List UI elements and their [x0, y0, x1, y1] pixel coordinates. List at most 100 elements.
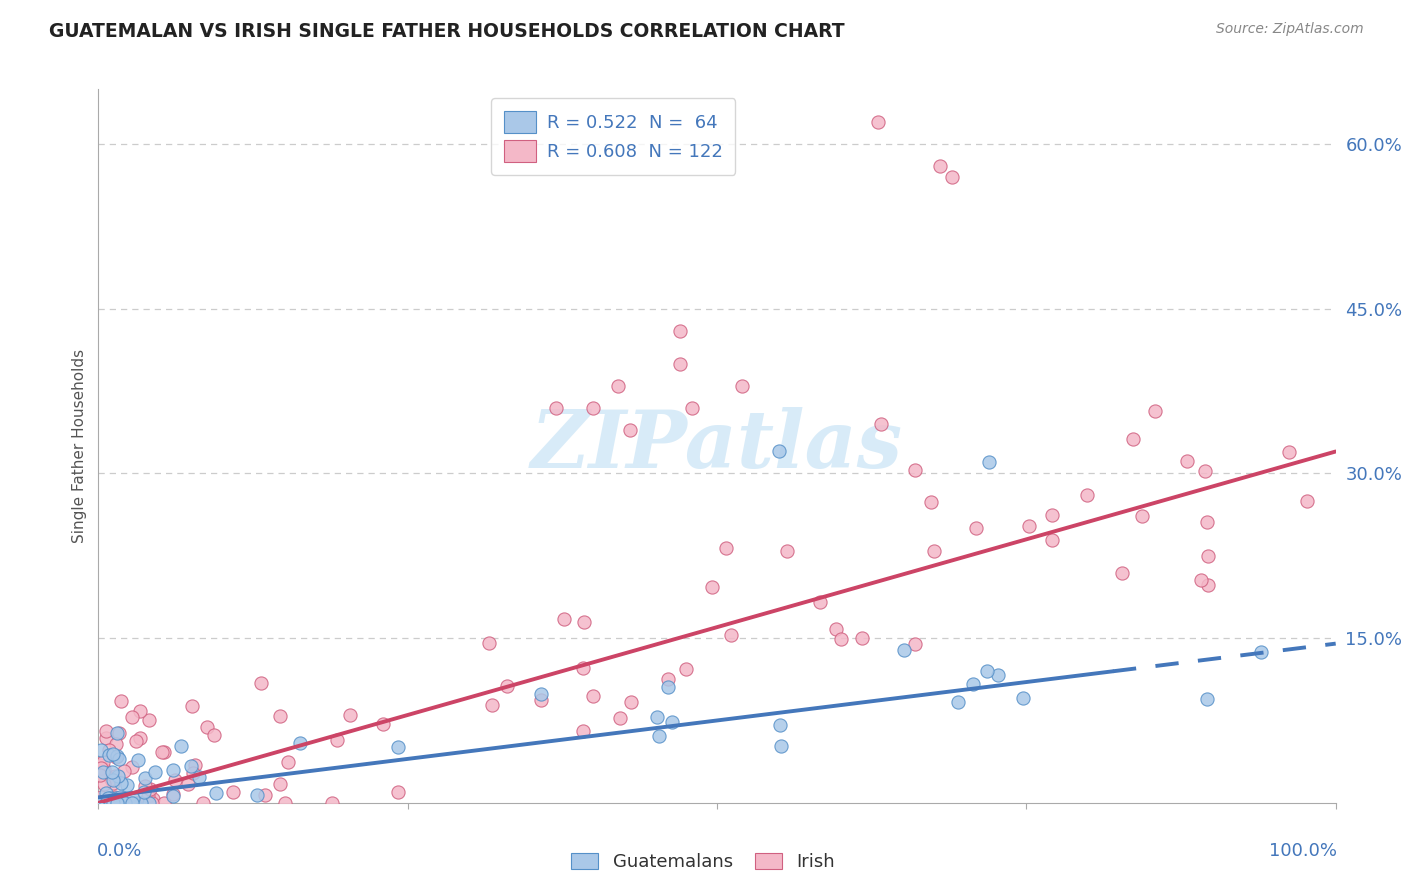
Point — [103, 796, 125, 810]
Point — [101, 796, 124, 810]
Point — [105, 750, 128, 764]
Point — [661, 714, 683, 729]
Point — [530, 687, 553, 701]
Point — [90, 796, 112, 810]
Point — [107, 796, 129, 810]
Point — [669, 324, 692, 338]
Point — [128, 731, 150, 745]
Point — [97, 747, 120, 762]
Point — [90, 789, 112, 804]
Point — [98, 791, 121, 805]
Point — [127, 796, 149, 810]
Point — [89, 796, 111, 810]
Point — [277, 756, 299, 770]
Point — [100, 772, 122, 786]
Point — [657, 672, 679, 686]
Point — [97, 790, 120, 805]
Point — [979, 455, 1001, 469]
Point — [134, 779, 156, 793]
Text: GUATEMALAN VS IRISH SINGLE FATHER HOUSEHOLDS CORRELATION CHART: GUATEMALAN VS IRISH SINGLE FATHER HOUSEH… — [49, 22, 845, 41]
Point — [1277, 445, 1299, 459]
Text: 0.0%: 0.0% — [97, 842, 142, 860]
Point — [1040, 508, 1063, 522]
Point — [1195, 515, 1218, 529]
Point — [142, 792, 165, 806]
Point — [339, 707, 361, 722]
Point — [1250, 645, 1272, 659]
Point — [121, 791, 143, 805]
Point — [89, 768, 111, 782]
Point — [607, 378, 630, 392]
Point — [1143, 403, 1166, 417]
Point — [122, 796, 145, 810]
Point — [91, 765, 114, 780]
Point — [720, 628, 742, 642]
Point — [250, 675, 273, 690]
Point — [645, 710, 668, 724]
Point — [101, 776, 124, 790]
Point — [162, 789, 184, 803]
Point — [111, 796, 134, 810]
Point — [132, 785, 155, 799]
Point — [976, 665, 998, 679]
Point — [162, 787, 184, 801]
Point — [150, 745, 173, 759]
Point — [107, 769, 129, 783]
Point — [657, 681, 679, 695]
Point — [93, 762, 115, 776]
Point — [139, 782, 162, 797]
Y-axis label: Single Father Households: Single Father Households — [72, 349, 87, 543]
Point — [700, 580, 723, 594]
Point — [776, 544, 799, 558]
Point — [97, 743, 120, 757]
Point — [115, 796, 138, 810]
Point — [121, 710, 143, 724]
Point — [321, 796, 343, 810]
Point — [1111, 566, 1133, 580]
Point — [870, 417, 893, 431]
Point — [104, 790, 127, 805]
Point — [105, 737, 128, 751]
Point — [90, 743, 112, 757]
Point — [125, 733, 148, 747]
Point — [714, 541, 737, 555]
Point — [104, 796, 127, 810]
Point — [114, 796, 136, 810]
Point — [481, 698, 503, 713]
Point — [91, 796, 114, 810]
Point — [987, 668, 1010, 682]
Legend: R = 0.522  N =  64, R = 0.608  N = 122: R = 0.522 N = 64, R = 0.608 N = 122 — [491, 98, 735, 175]
Point — [110, 796, 132, 810]
Point — [107, 796, 129, 810]
Point — [121, 796, 143, 810]
Point — [127, 796, 149, 810]
Point — [1076, 488, 1098, 502]
Point — [387, 784, 409, 798]
Point — [108, 790, 131, 805]
Point — [108, 752, 131, 766]
Point — [127, 753, 149, 767]
Point — [138, 713, 160, 727]
Point — [115, 778, 138, 792]
Point — [100, 795, 122, 809]
Point — [1197, 578, 1219, 592]
Point — [824, 623, 846, 637]
Point — [94, 796, 117, 810]
Point — [1197, 549, 1219, 564]
Point — [112, 764, 135, 779]
Point — [97, 796, 120, 810]
Point — [89, 796, 111, 810]
Point — [195, 720, 218, 734]
Point — [609, 711, 631, 725]
Point — [941, 169, 963, 184]
Point — [893, 643, 915, 657]
Point — [1018, 519, 1040, 533]
Point — [91, 796, 114, 810]
Point — [96, 723, 118, 738]
Point — [134, 771, 156, 785]
Point — [478, 636, 501, 650]
Point — [205, 786, 228, 800]
Point — [830, 632, 852, 647]
Point — [1175, 454, 1198, 468]
Point — [571, 661, 593, 675]
